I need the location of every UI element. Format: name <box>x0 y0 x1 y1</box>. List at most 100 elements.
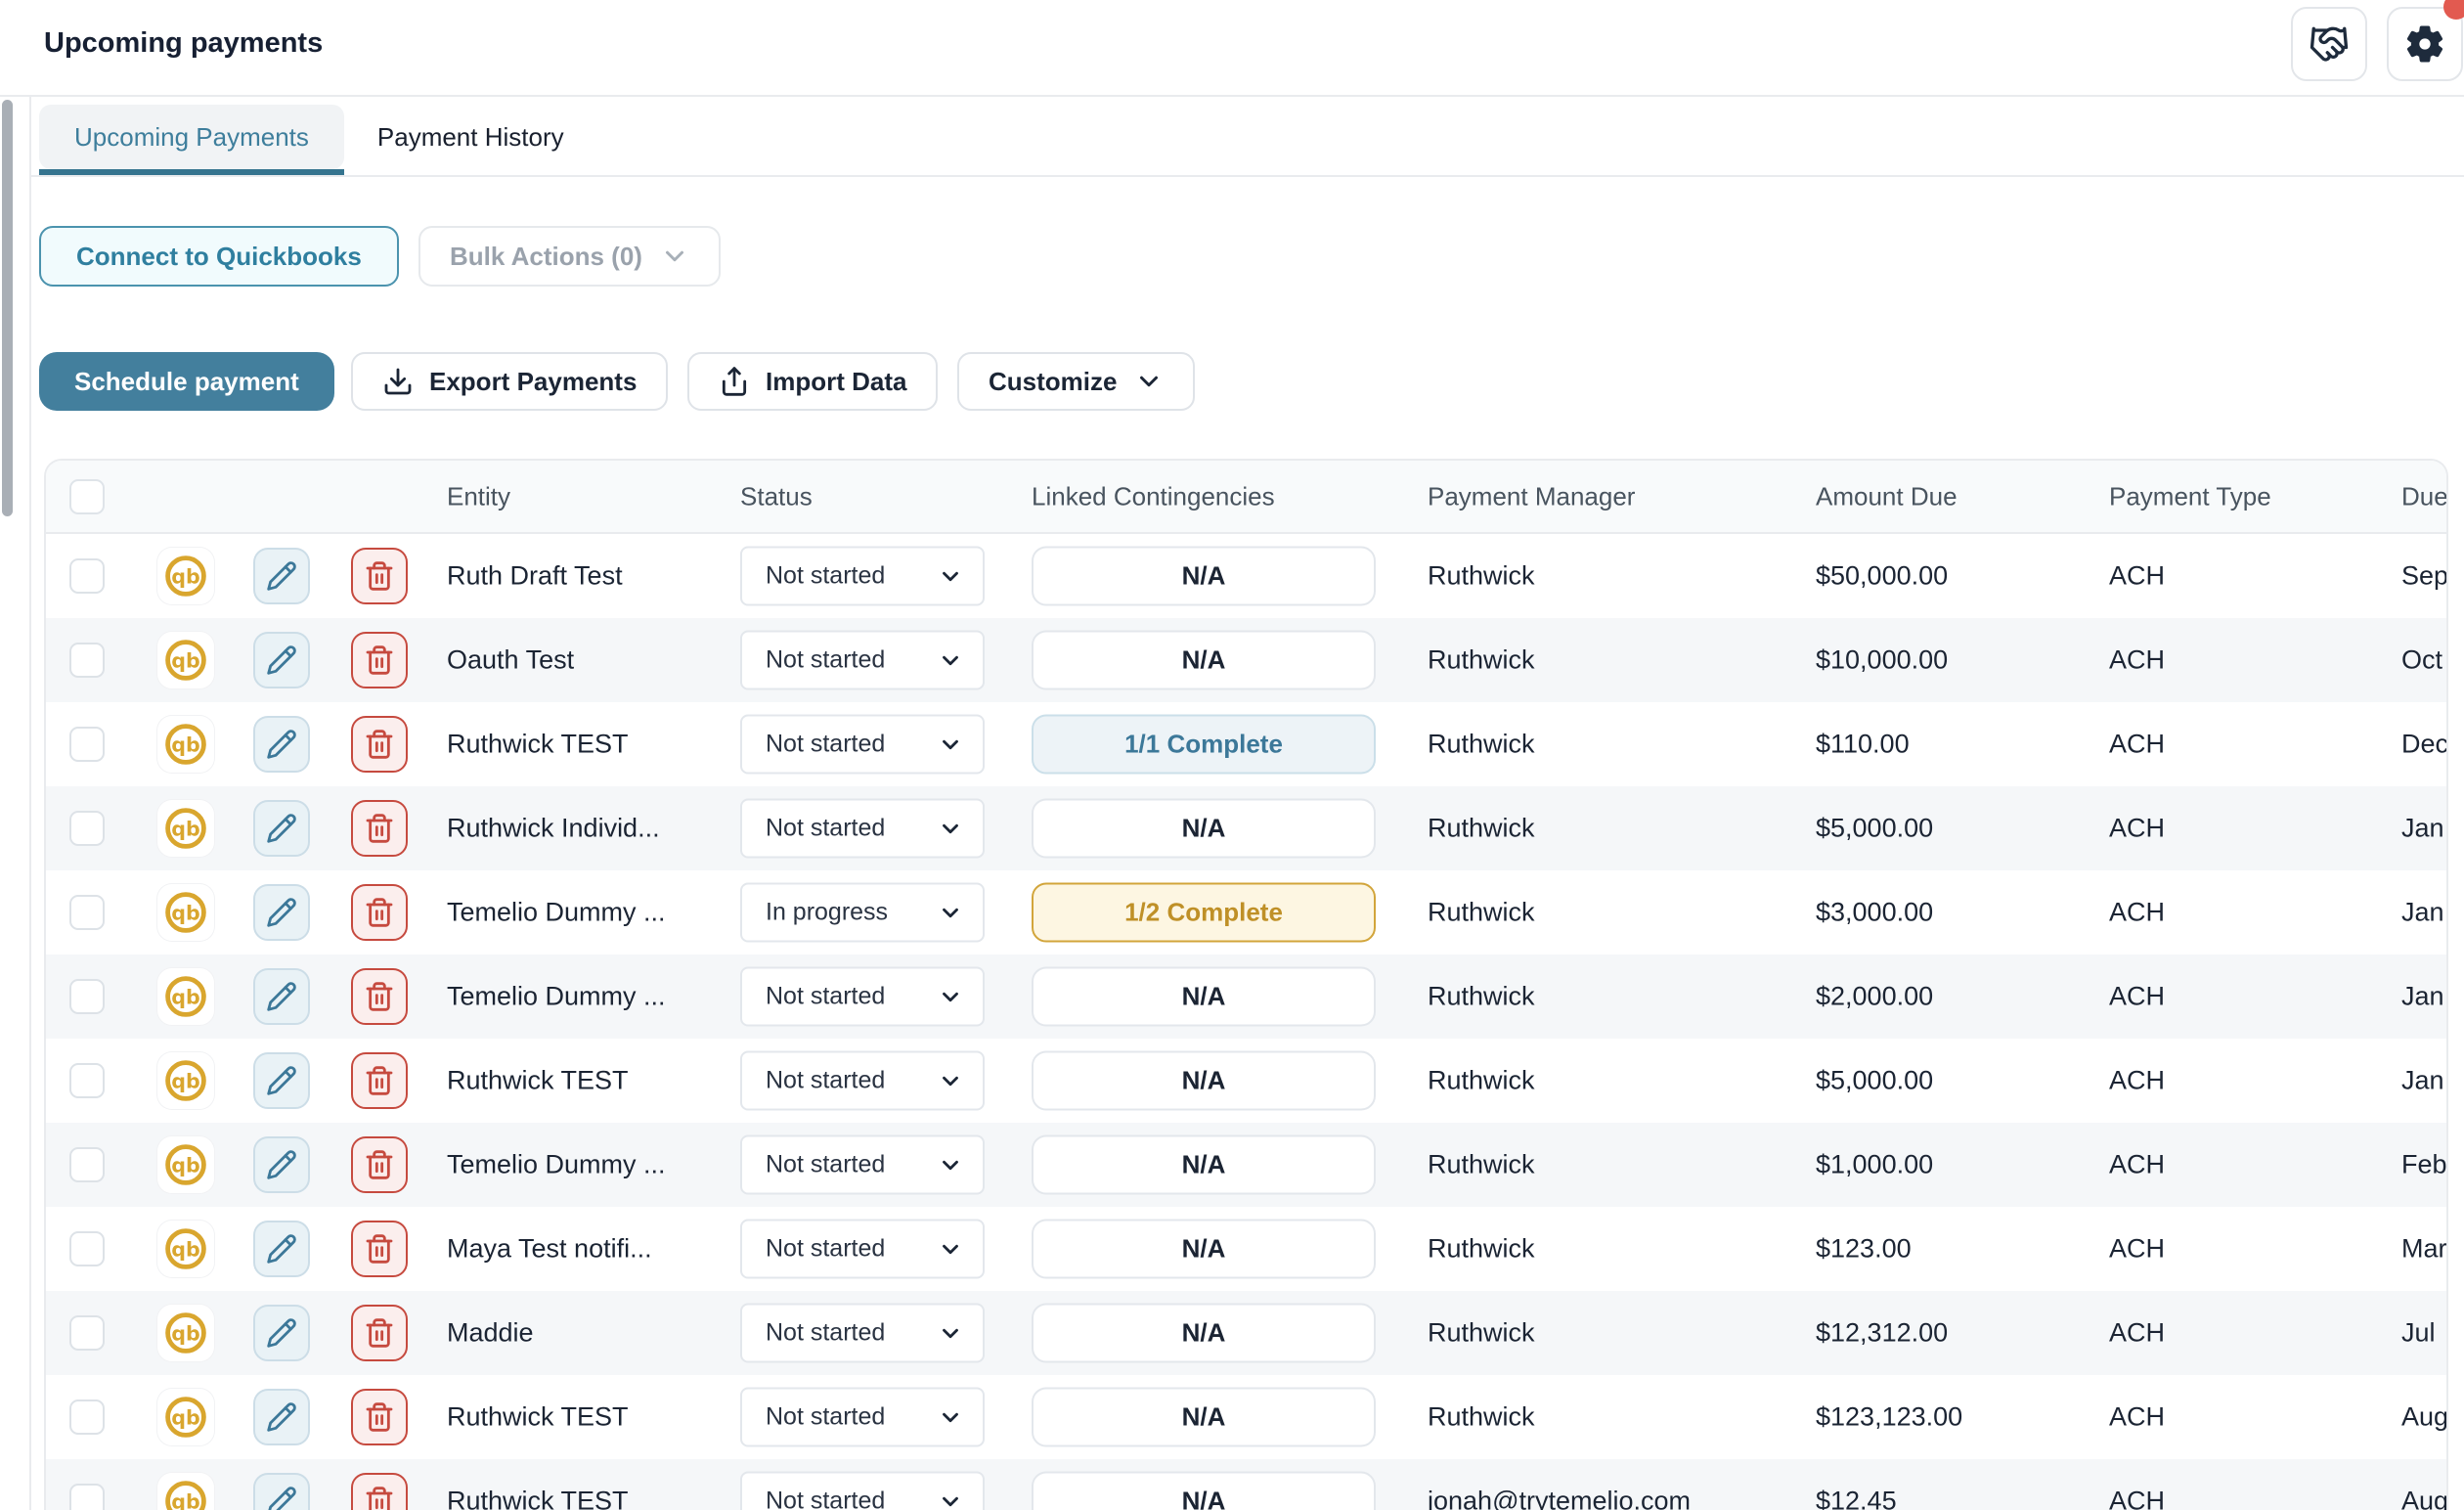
status-dropdown[interactable]: Not started <box>740 630 985 690</box>
edit-payment-button[interactable] <box>253 884 310 941</box>
delete-payment-button[interactable] <box>351 1052 408 1109</box>
status-dropdown[interactable]: Not started <box>740 966 985 1027</box>
customize-button[interactable]: Customize <box>957 352 1196 411</box>
svg-text:qb: qb <box>171 733 199 757</box>
quickbooks-sync-button[interactable]: qb <box>157 1052 214 1109</box>
contingency-pill[interactable]: N/A <box>1032 1050 1376 1111</box>
pencil-icon <box>266 729 297 760</box>
quickbooks-sync-button[interactable]: qb <box>157 1473 214 1510</box>
status-dropdown[interactable]: Not started <box>740 1219 985 1279</box>
row-checkbox[interactable] <box>69 895 105 930</box>
pencil-icon <box>266 1065 297 1096</box>
edit-payment-button[interactable] <box>253 1389 310 1445</box>
payment-type-cell: ACH <box>2109 1317 2166 1348</box>
status-dropdown[interactable]: Not started <box>740 1134 985 1195</box>
table-row: qb Ruthwick TEST Not started N/A Ruthwic… <box>46 1039 2446 1123</box>
column-header-linked-contingencies: Linked Contingencies <box>1032 481 1275 511</box>
quickbooks-sync-button[interactable]: qb <box>157 632 214 688</box>
status-value: Not started <box>766 561 886 590</box>
contingency-pill[interactable]: 1/1 Complete <box>1032 714 1376 775</box>
select-all-checkbox[interactable] <box>69 478 105 514</box>
quickbooks-sync-button[interactable]: qb <box>157 1305 214 1361</box>
quickbooks-sync-button[interactable]: qb <box>157 968 214 1025</box>
integrations-button[interactable] <box>2291 7 2367 81</box>
quickbooks-sync-button[interactable]: qb <box>157 1389 214 1445</box>
contingency-pill[interactable]: N/A <box>1032 1219 1376 1279</box>
edit-payment-button[interactable] <box>253 1221 310 1277</box>
delete-payment-button[interactable] <box>351 800 408 857</box>
import-data-button[interactable]: Import Data <box>687 352 939 411</box>
row-checkbox[interactable] <box>69 1484 105 1510</box>
delete-payment-button[interactable] <box>351 632 408 688</box>
due-date-cell: Feb <box>2401 1149 2447 1179</box>
payment-manager-cell: Ruthwick <box>1428 1233 1535 1264</box>
quickbooks-sync-button[interactable]: qb <box>157 716 214 773</box>
row-checkbox[interactable] <box>69 1315 105 1351</box>
tab-upcoming-payments[interactable]: Upcoming Payments <box>39 105 344 177</box>
row-checkbox[interactable] <box>69 811 105 846</box>
contingency-pill[interactable]: N/A <box>1032 798 1376 859</box>
export-payments-button[interactable]: Export Payments <box>351 352 669 411</box>
column-header-amount-due: Amount Due <box>1816 481 1958 511</box>
row-checkbox[interactable] <box>69 643 105 678</box>
pencil-icon <box>266 644 297 676</box>
quickbooks-sync-button[interactable]: qb <box>157 1221 214 1277</box>
edit-payment-button[interactable] <box>253 968 310 1025</box>
delete-payment-button[interactable] <box>351 884 408 941</box>
delete-payment-button[interactable] <box>351 1136 408 1193</box>
edit-payment-button[interactable] <box>253 1473 310 1510</box>
contingency-pill[interactable]: N/A <box>1032 546 1376 606</box>
status-dropdown[interactable]: Not started <box>740 714 985 775</box>
delete-payment-button[interactable] <box>351 716 408 773</box>
row-checkbox[interactable] <box>69 1063 105 1098</box>
edit-payment-button[interactable] <box>253 1305 310 1361</box>
column-header-entity: Entity <box>447 481 511 511</box>
entity-cell: Oauth Test <box>447 644 575 675</box>
edit-payment-button[interactable] <box>253 1136 310 1193</box>
status-dropdown[interactable]: Not started <box>740 1050 985 1111</box>
quickbooks-sync-button[interactable]: qb <box>157 884 214 941</box>
edit-payment-button[interactable] <box>253 632 310 688</box>
contingency-pill[interactable]: N/A <box>1032 1471 1376 1510</box>
row-checkbox[interactable] <box>69 727 105 762</box>
bulk-actions-button[interactable]: Bulk Actions (0) <box>418 226 721 287</box>
delete-payment-button[interactable] <box>351 1305 408 1361</box>
status-dropdown[interactable]: Not started <box>740 1471 985 1510</box>
row-checkbox[interactable] <box>69 1147 105 1182</box>
vertical-scrollbar[interactable] <box>2 100 13 516</box>
delete-payment-button[interactable] <box>351 548 408 604</box>
connect-quickbooks-button[interactable]: Connect to Quickbooks <box>39 226 399 287</box>
contingency-pill[interactable]: N/A <box>1032 1134 1376 1195</box>
row-checkbox[interactable] <box>69 558 105 594</box>
delete-payment-button[interactable] <box>351 1473 408 1510</box>
quickbooks-sync-button[interactable]: qb <box>157 800 214 857</box>
delete-payment-button[interactable] <box>351 1389 408 1445</box>
status-dropdown[interactable]: Not started <box>740 1387 985 1447</box>
trash-icon <box>364 560 395 592</box>
quickbooks-icon: qb <box>160 1308 211 1358</box>
schedule-payment-button[interactable]: Schedule payment <box>39 352 334 411</box>
delete-payment-button[interactable] <box>351 968 408 1025</box>
edit-payment-button[interactable] <box>253 1052 310 1109</box>
settings-button[interactable] <box>2387 7 2463 81</box>
quickbooks-sync-button[interactable]: qb <box>157 548 214 604</box>
delete-payment-button[interactable] <box>351 1221 408 1277</box>
row-checkbox[interactable] <box>69 979 105 1014</box>
edit-payment-button[interactable] <box>253 716 310 773</box>
edit-payment-button[interactable] <box>253 800 310 857</box>
contingency-pill[interactable]: N/A <box>1032 630 1376 690</box>
contingency-pill[interactable]: 1/2 Complete <box>1032 882 1376 943</box>
quickbooks-sync-button[interactable]: qb <box>157 1136 214 1193</box>
header-divider <box>0 95 2464 97</box>
tab-payment-history[interactable]: Payment History <box>377 105 564 169</box>
contingency-pill[interactable]: N/A <box>1032 966 1376 1027</box>
contingency-pill[interactable]: N/A <box>1032 1387 1376 1447</box>
status-dropdown[interactable]: Not started <box>740 1303 985 1363</box>
row-checkbox[interactable] <box>69 1399 105 1435</box>
status-dropdown[interactable]: In progress <box>740 882 985 943</box>
status-dropdown[interactable]: Not started <box>740 798 985 859</box>
status-dropdown[interactable]: Not started <box>740 546 985 606</box>
row-checkbox[interactable] <box>69 1231 105 1266</box>
edit-payment-button[interactable] <box>253 548 310 604</box>
contingency-pill[interactable]: N/A <box>1032 1303 1376 1363</box>
